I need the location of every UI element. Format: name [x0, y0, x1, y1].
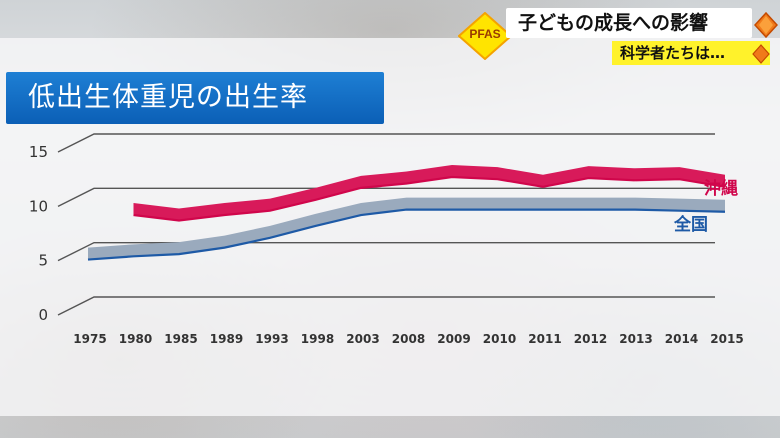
- x-tick-label: 2009: [437, 332, 470, 346]
- series-line-沖縄: [133, 175, 726, 222]
- x-tick-label: 1989: [210, 332, 243, 346]
- series-ribbon-全国: [88, 197, 725, 260]
- x-tick-label: 1998: [301, 332, 334, 346]
- gridline: [57, 296, 715, 316]
- subline-diamond-icon: [752, 44, 770, 64]
- badge-label: PFAS: [469, 27, 501, 41]
- x-tick-label: 2008: [392, 332, 425, 346]
- x-axis: 1975 1980 1985 1989 1993 1998 2003 2008 2009 2010…: [73, 332, 743, 346]
- gridline: [57, 187, 715, 207]
- chart-title: 低出生体重児の出生率: [6, 72, 384, 124]
- pfas-badge: PFAS: [458, 12, 512, 60]
- y-tick-label: 5: [38, 252, 48, 270]
- y-tick-label: 0: [38, 306, 48, 324]
- y-tick-label: 15: [29, 143, 48, 161]
- y-axis: 0 5 10 15: [29, 143, 48, 324]
- series-label-national: 全国: [673, 214, 708, 235]
- headline-caption: 子どもの成長への影響: [506, 8, 752, 38]
- gridline: [57, 241, 715, 262]
- chart-series: [87, 164, 726, 261]
- series-line-全国: [87, 208, 726, 261]
- x-tick-label: 2014: [665, 332, 698, 346]
- series-ribbon-沖縄: [133, 164, 725, 221]
- x-tick-label: 2010: [483, 332, 516, 346]
- x-tick-label: 2013: [619, 332, 652, 346]
- x-tick-label: 2011: [528, 332, 561, 346]
- x-tick-label: 1980: [119, 332, 152, 346]
- x-tick-label: 2015: [710, 332, 743, 346]
- subline-caption: 科学者たちは…: [612, 41, 770, 65]
- x-tick-label: 1993: [255, 332, 288, 346]
- series-label-okinawa: 沖縄: [704, 178, 738, 199]
- x-tick-label: 1975: [73, 332, 106, 346]
- x-tick-label: 2012: [574, 332, 607, 346]
- x-tick-label: 2003: [346, 332, 379, 346]
- y-tick-label: 10: [29, 197, 48, 215]
- gridline: [57, 133, 715, 153]
- headline-diamond-icon: [754, 12, 778, 38]
- x-tick-label: 1985: [164, 332, 197, 346]
- badge-diamond-icon: [458, 12, 512, 60]
- chart-grid: [57, 133, 715, 316]
